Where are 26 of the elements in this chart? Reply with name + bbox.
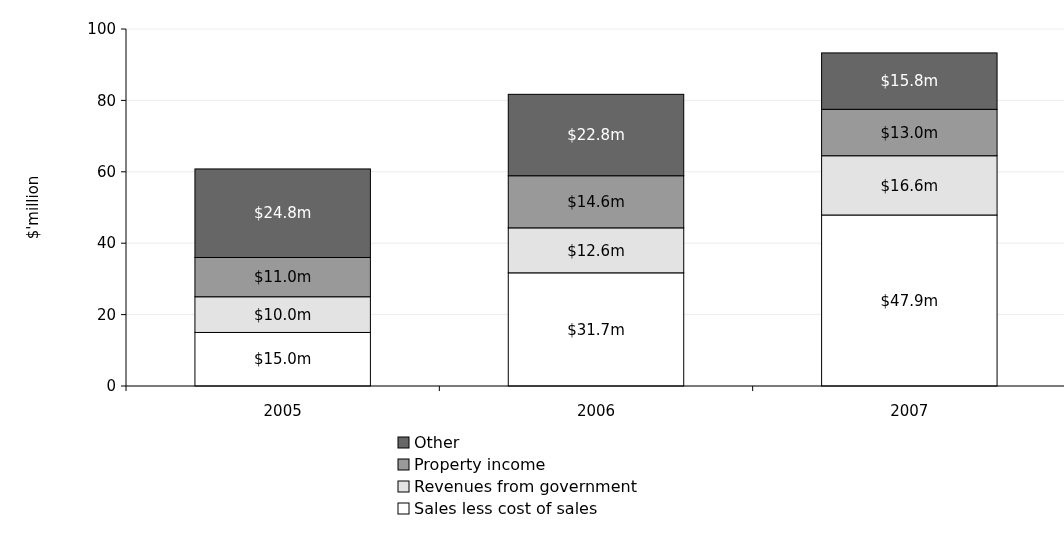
y-tick-label: 100 xyxy=(87,20,116,39)
x-tick-label: 2007 xyxy=(890,402,929,420)
data-label: $13.0m xyxy=(880,123,939,142)
data-label: $16.6m xyxy=(880,176,939,195)
data-label: $31.7m xyxy=(567,320,625,339)
y-tick-label: 80 xyxy=(96,91,116,110)
data-label: $11.0m xyxy=(253,268,312,287)
legend-label: Property income xyxy=(414,454,546,474)
legend-label: Revenues from government xyxy=(414,476,637,496)
data-label: $22.8m xyxy=(567,126,625,145)
y-tick-label: 60 xyxy=(96,163,116,182)
legend-label: Other xyxy=(414,432,460,452)
legend-label: Sales less cost of sales xyxy=(414,498,598,518)
y-tick-label: 0 xyxy=(106,377,116,396)
x-tick-label: 2005 xyxy=(263,402,302,420)
x-tick-label: 2006 xyxy=(576,402,616,420)
data-label: $47.9m xyxy=(880,291,939,310)
data-label: $14.6m xyxy=(567,193,625,212)
data-label: $12.6m xyxy=(567,241,625,260)
y-axis-title: $'million xyxy=(24,175,42,240)
y-tick-label: 20 xyxy=(96,305,116,324)
data-label: $24.8m xyxy=(253,204,312,223)
data-label: $15.0m xyxy=(253,350,312,369)
data-label: $15.8m xyxy=(880,72,939,91)
y-tick-label: 40 xyxy=(96,234,116,253)
data-label: $10.0m xyxy=(253,305,312,324)
